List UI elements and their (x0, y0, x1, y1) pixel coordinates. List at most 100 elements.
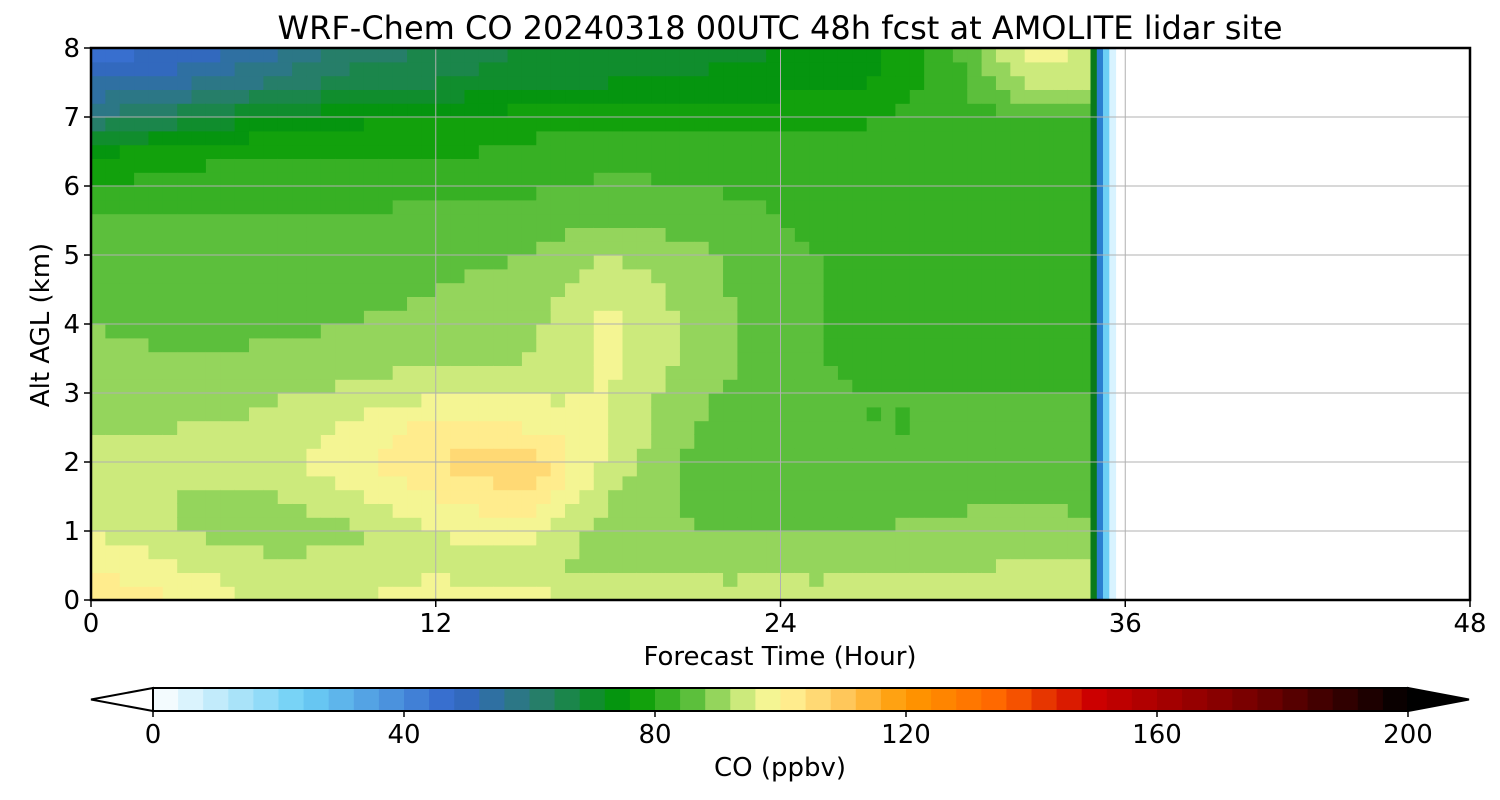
contour-cell (450, 296, 466, 311)
contour-cell (608, 489, 624, 504)
contour-cell (766, 310, 782, 325)
contour-cell (866, 379, 882, 394)
contour-cell (507, 227, 523, 242)
contour-cell (1010, 324, 1026, 339)
contour-cell (780, 75, 796, 90)
contour-cell (363, 517, 379, 532)
contour-cell (220, 158, 236, 173)
contour-cell (378, 282, 394, 297)
contour-cell (263, 379, 279, 394)
contour-cell (708, 586, 724, 601)
contour-cell (565, 61, 580, 77)
contour-cell (837, 503, 853, 518)
contour-cell (306, 393, 322, 408)
contour-cell (119, 61, 135, 77)
contour-cell (866, 475, 882, 491)
contour-cell (780, 130, 796, 146)
contour-cell (1024, 586, 1040, 601)
contour-cell (407, 255, 422, 270)
contour-cell (478, 89, 494, 104)
contour-cell (794, 572, 810, 587)
contour-cell (407, 310, 422, 325)
contour-cell (565, 172, 580, 187)
contour-cell (277, 406, 293, 422)
contour-cell (277, 172, 293, 187)
contour-cell (263, 75, 279, 90)
contour-cell (608, 89, 624, 104)
contour-cell (809, 199, 825, 215)
contour-cell (665, 144, 681, 159)
contour-cell (220, 393, 236, 408)
contour-cell (320, 89, 336, 104)
contour-cell (521, 337, 537, 353)
contour-cell (478, 517, 494, 532)
colorbar-tick-label: 200 (1383, 720, 1433, 750)
contour-cell (392, 282, 408, 297)
contour-cell (134, 117, 150, 132)
contour-cell (91, 558, 106, 573)
contour-cell (909, 199, 925, 215)
contour-cell (134, 517, 150, 532)
contour-cell (723, 61, 738, 77)
contour-cell (952, 75, 968, 90)
contour-cell (220, 199, 236, 215)
contour-cell (521, 544, 537, 560)
contour-cell (335, 282, 351, 297)
contour-cell (378, 572, 394, 587)
contour-cell (909, 48, 925, 63)
contour-cell (91, 282, 106, 297)
contour-cell (866, 558, 882, 573)
contour-cell (679, 448, 695, 463)
contour-cell (938, 61, 954, 77)
colorbar-segment (203, 688, 229, 711)
contour-cell (723, 75, 738, 90)
contour-cell (521, 130, 537, 146)
contour-cell (263, 255, 279, 270)
contour-cell (823, 186, 839, 201)
contour-cell (823, 379, 839, 394)
contour-cell (794, 310, 810, 325)
contour-cell (823, 544, 839, 560)
contour-cell (162, 462, 178, 477)
contour-cell (191, 572, 207, 587)
contour-cell (392, 379, 408, 394)
contour-cell (478, 379, 494, 394)
contour-cell (651, 379, 667, 394)
contour-cell (708, 337, 724, 353)
contour-cell (593, 61, 609, 77)
contour-cell (134, 213, 150, 228)
y-tick-label: 5 (63, 241, 80, 271)
contour-cell (105, 448, 121, 463)
contour-cell (349, 48, 365, 63)
contour-cell (1053, 406, 1069, 422)
contour-cell (1039, 255, 1055, 270)
contour-cell (105, 172, 121, 187)
contour-cell (550, 282, 566, 297)
contour-cell (335, 337, 351, 353)
contour-cell (952, 199, 968, 215)
contour-cell (1053, 572, 1069, 587)
contour-cell (536, 531, 552, 546)
contour-cell (105, 48, 121, 63)
contour-cell (249, 337, 264, 353)
contour-cell (1024, 558, 1040, 573)
contour-cell (852, 75, 868, 90)
contour-cell (177, 503, 193, 518)
contour-cell (320, 531, 336, 546)
contour-cell (579, 158, 595, 173)
contour-cell (665, 379, 681, 394)
x-tick-label: 0 (83, 609, 100, 639)
contour-cell (263, 434, 279, 449)
contour-cell (938, 379, 954, 394)
contour-cell (565, 351, 580, 366)
contour-cell (435, 48, 451, 63)
contour-cell (220, 227, 236, 242)
contour-cell (809, 517, 825, 532)
contour-cell (938, 48, 954, 63)
contour-cell (1067, 103, 1083, 118)
contour-cell (177, 365, 193, 380)
contour-cell (177, 351, 193, 366)
contour-cell (679, 172, 695, 187)
contour-cell (651, 61, 667, 77)
contour-cell (593, 255, 609, 270)
